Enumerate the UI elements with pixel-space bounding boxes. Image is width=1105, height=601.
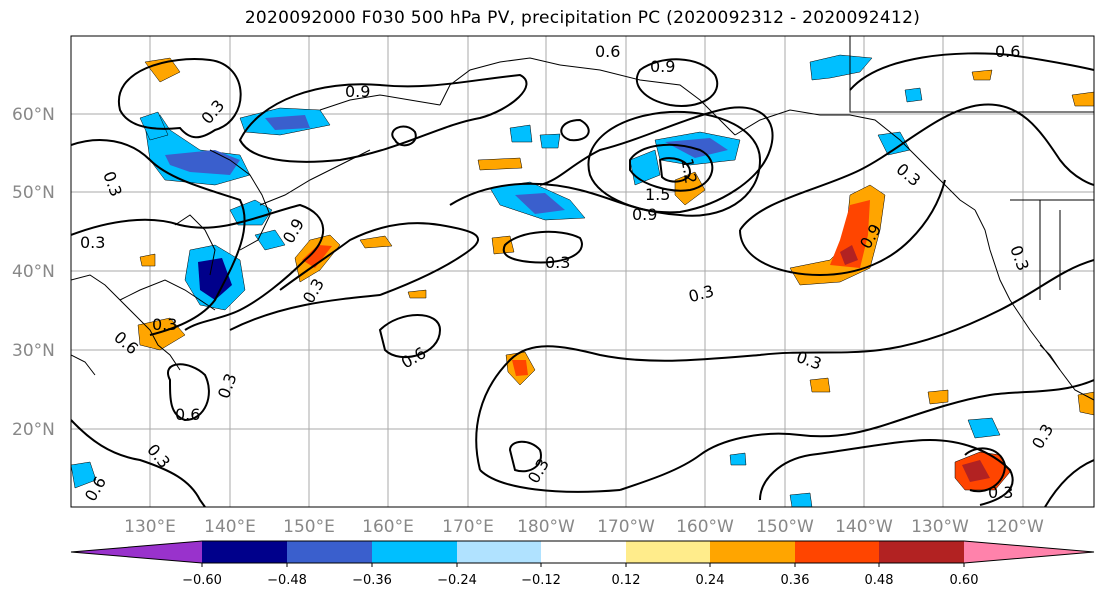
colorbar-segment	[202, 541, 287, 563]
colorbar-tick-label: −0.48	[267, 573, 307, 588]
lat-label: 20°N	[12, 420, 55, 440]
colorbar-tick-label: 0.24	[696, 573, 725, 588]
colorbar-segment	[626, 541, 710, 563]
colorbar-tick-label: −0.24	[437, 573, 477, 588]
colorbar-segment	[879, 541, 964, 563]
map-frame	[70, 35, 1095, 508]
colorbar-segment	[541, 541, 626, 563]
precip-positive	[137, 57, 1094, 491]
lon-label: 160°W	[676, 517, 734, 537]
lat-label: 60°N	[12, 105, 55, 125]
colorbar-segment	[710, 541, 795, 563]
contour-label: 0.9	[650, 57, 675, 76]
contour-label: 0.3	[80, 233, 105, 252]
colorbar-tick-label: −0.60	[182, 573, 222, 588]
colorbar-tick-label: 0.48	[865, 573, 894, 588]
contour-label: 0.6	[595, 42, 620, 61]
colorbar-tick-label: 0.36	[781, 573, 810, 588]
latitude-labels: 60°N 50°N 40°N 30°N 20°N	[12, 105, 55, 440]
colorbar-tick-label: −0.36	[352, 573, 392, 588]
colorbar-tick-label: −0.12	[521, 573, 561, 588]
colorbar-segment	[795, 541, 879, 563]
borders	[849, 36, 1094, 300]
colorbar-tick-label: 0.12	[612, 573, 641, 588]
contour-label: 1.2	[677, 157, 700, 185]
pv-contours	[71, 52, 1094, 507]
colorbar-ticks: −0.60 −0.48 −0.36 −0.24 −0.12 0.12 0.24 0.36 0.4…	[182, 563, 978, 588]
colorbar-segment	[964, 541, 1094, 563]
lon-label: 130°W	[911, 517, 969, 537]
colorbar-segment	[372, 541, 457, 563]
coastlines	[71, 57, 1094, 401]
lon-label: 140°W	[835, 517, 893, 537]
contour-label: 0.6	[175, 405, 200, 424]
precip-negative	[71, 54, 1001, 507]
lat-label: 50°N	[12, 183, 55, 203]
lon-label: 180°W	[517, 517, 575, 537]
colorbar-tick-label: 0.60	[950, 573, 979, 588]
lon-label: 150°W	[756, 517, 814, 537]
colorbar-segment	[457, 541, 541, 563]
contour-label: 0.3	[152, 315, 177, 334]
lon-label: 120°W	[986, 517, 1044, 537]
lon-label: 140°E	[204, 517, 256, 537]
lon-label: 150°E	[283, 517, 335, 537]
contour-label: 0.9	[345, 82, 370, 101]
lat-label: 40°N	[12, 262, 55, 282]
lon-label: 160°E	[362, 517, 414, 537]
colorbar: −0.60 −0.48 −0.36 −0.24 −0.12 0.12 0.24 0.36 0.4…	[70, 540, 1095, 588]
lon-label: 170°E	[442, 517, 494, 537]
map-title: 2020092000 F030 500 hPa PV, precipitatio…	[244, 8, 921, 28]
lat-label: 30°N	[12, 341, 55, 361]
lon-label: 130°E	[124, 517, 176, 537]
contour-label: 0.9	[632, 205, 657, 224]
colorbar-segments	[70, 540, 1095, 564]
contour-label: 1.5	[645, 185, 670, 204]
contour-label: 0.3	[988, 483, 1013, 502]
contour-label: 0.6	[995, 42, 1020, 61]
colorbar-segment	[287, 541, 372, 563]
contour-label: 0.3	[545, 253, 570, 272]
colorbar-segment	[71, 541, 202, 563]
lon-label: 170°W	[597, 517, 655, 537]
longitude-labels: 130°E 140°E 150°E 160°E 170°E 180°W 170°…	[124, 517, 1044, 537]
